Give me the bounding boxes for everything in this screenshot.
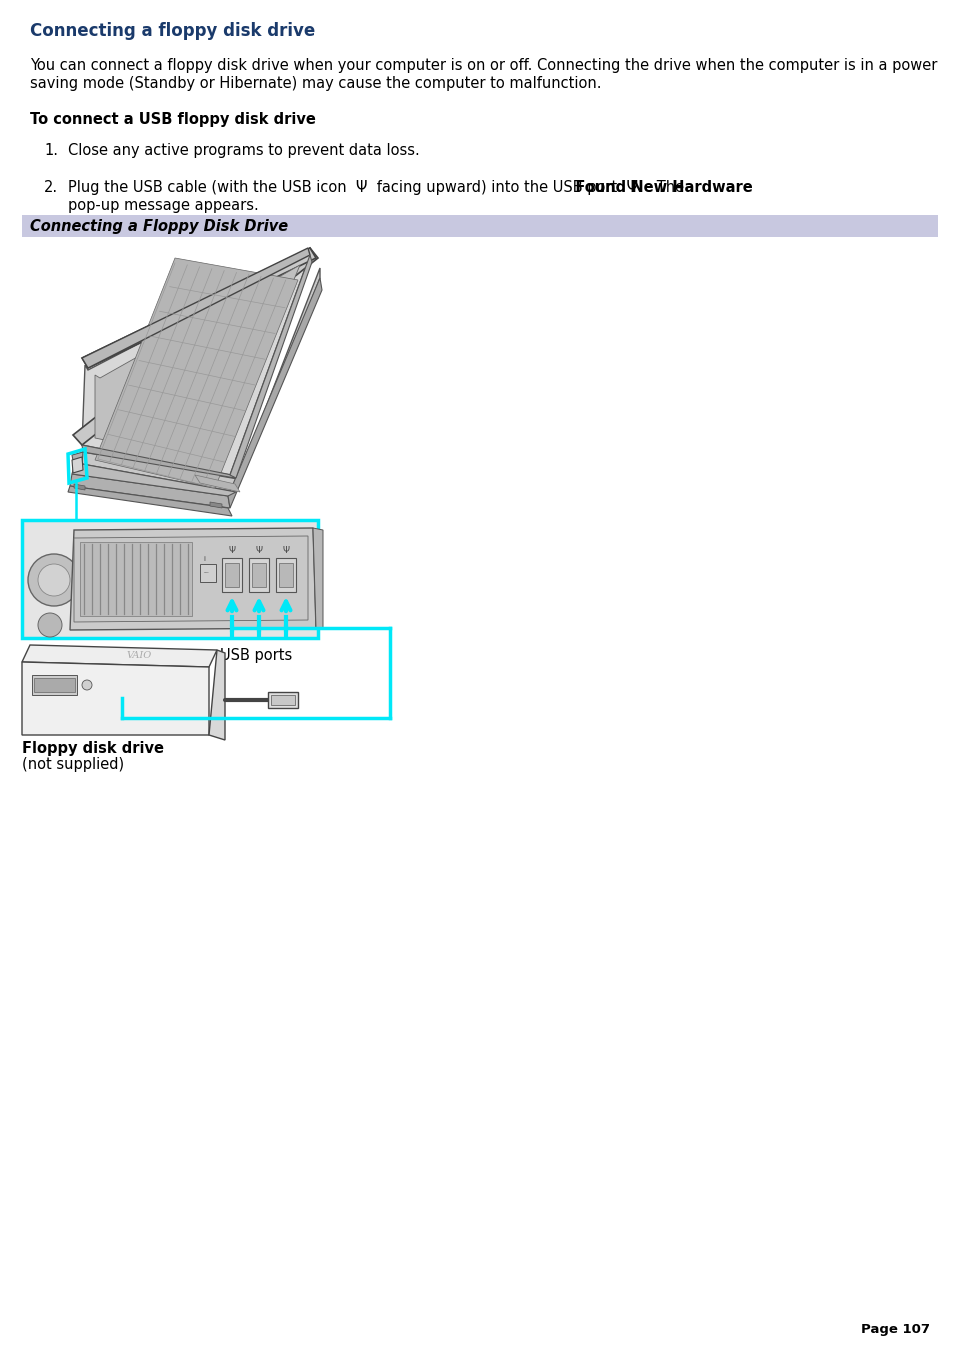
Polygon shape <box>313 528 323 628</box>
Polygon shape <box>95 258 297 488</box>
Text: Connecting a floppy disk drive: Connecting a floppy disk drive <box>30 22 314 41</box>
Polygon shape <box>73 249 317 444</box>
Text: saving mode (Standby or Hibernate) may cause the computer to malfunction.: saving mode (Standby or Hibernate) may c… <box>30 76 601 91</box>
FancyBboxPatch shape <box>22 520 317 638</box>
Polygon shape <box>275 558 295 592</box>
Polygon shape <box>95 265 299 463</box>
Text: Connecting a Floppy Disk Drive: Connecting a Floppy Disk Drive <box>30 219 288 234</box>
Text: pop-up message appears.: pop-up message appears. <box>68 199 258 213</box>
Text: Floppy disk drive: Floppy disk drive <box>22 740 164 757</box>
Text: Ψ: Ψ <box>255 546 262 555</box>
Text: Close any active programs to prevent data loss.: Close any active programs to prevent dat… <box>68 143 419 158</box>
Polygon shape <box>32 676 77 694</box>
Text: To connect a USB floppy disk drive: To connect a USB floppy disk drive <box>30 112 315 127</box>
Polygon shape <box>249 558 269 592</box>
Text: (not supplied): (not supplied) <box>22 757 124 771</box>
Polygon shape <box>74 536 308 621</box>
Text: USB ports: USB ports <box>220 648 292 663</box>
Text: 2.: 2. <box>44 180 58 195</box>
Text: VAIO: VAIO <box>126 650 152 659</box>
Circle shape <box>38 563 70 596</box>
Polygon shape <box>71 457 83 473</box>
Text: i: i <box>203 557 205 562</box>
Text: Ψ: Ψ <box>282 546 289 555</box>
Polygon shape <box>82 249 315 367</box>
Polygon shape <box>230 255 312 478</box>
Polygon shape <box>22 644 216 667</box>
Polygon shape <box>34 678 75 692</box>
Polygon shape <box>82 444 234 478</box>
Polygon shape <box>68 486 232 516</box>
Polygon shape <box>210 503 222 508</box>
Text: __: __ <box>203 567 209 573</box>
Polygon shape <box>80 542 192 616</box>
Circle shape <box>82 680 91 690</box>
Polygon shape <box>271 694 294 705</box>
Polygon shape <box>22 662 209 735</box>
Polygon shape <box>200 563 215 582</box>
FancyBboxPatch shape <box>22 215 937 236</box>
Circle shape <box>28 554 80 607</box>
Polygon shape <box>70 474 230 508</box>
Polygon shape <box>82 255 310 476</box>
Text: 1.: 1. <box>44 143 58 158</box>
Polygon shape <box>70 528 315 630</box>
Polygon shape <box>74 484 85 490</box>
Polygon shape <box>74 267 319 492</box>
Polygon shape <box>268 692 297 708</box>
Polygon shape <box>82 249 310 367</box>
Polygon shape <box>71 463 235 496</box>
Text: You can connect a floppy disk drive when your computer is on or off. Connecting : You can connect a floppy disk drive when… <box>30 58 937 73</box>
Text: Ψ: Ψ <box>229 546 235 555</box>
Polygon shape <box>209 650 225 740</box>
Circle shape <box>38 613 62 638</box>
Polygon shape <box>278 563 293 586</box>
Polygon shape <box>71 453 83 466</box>
Text: Plug the USB cable (with the USB icon  Ψ  facing upward) into the USB port  Ψ  .: Plug the USB cable (with the USB icon Ψ … <box>68 180 688 195</box>
Text: Found New Hardware: Found New Hardware <box>68 180 752 195</box>
Polygon shape <box>252 563 266 586</box>
Polygon shape <box>194 476 240 492</box>
Polygon shape <box>222 558 242 592</box>
Text: Page 107: Page 107 <box>861 1323 929 1336</box>
Polygon shape <box>228 278 322 508</box>
Polygon shape <box>225 563 239 586</box>
